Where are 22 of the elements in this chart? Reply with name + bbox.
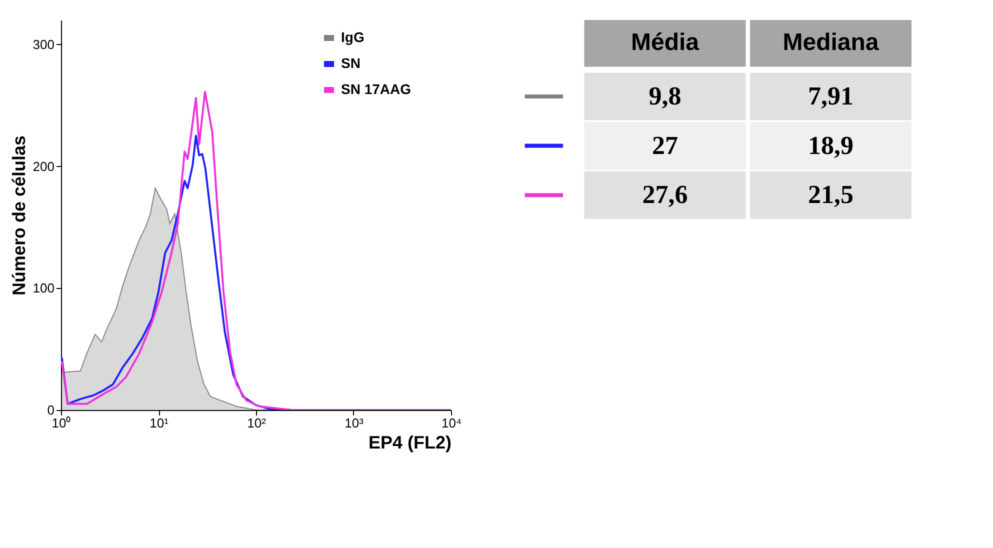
- text: 7,91: [808, 82, 854, 110]
- text: 9,8: [648, 82, 682, 110]
- category-label: Mediana: [782, 28, 880, 56]
- x-tick-label: 10³: [344, 416, 364, 430]
- x-tick-label: 10⁰: [52, 416, 72, 430]
- text: 27: [652, 130, 678, 160]
- y-axis-title: Número de células: [8, 135, 29, 296]
- x-axis-title: EP4 (FL2): [368, 432, 452, 452]
- y-tick-label: 100: [32, 280, 54, 296]
- y-tick-label: 300: [32, 36, 54, 52]
- legend-label: IgG: [341, 29, 364, 45]
- text: 18,9: [808, 130, 854, 160]
- category-label: Média: [630, 28, 700, 56]
- x-tick-label: 10⁴: [441, 416, 462, 430]
- x-tick-label: 10¹: [150, 416, 170, 430]
- text: 21,5: [808, 180, 854, 210]
- y-tick-label: 200: [32, 158, 54, 174]
- legend-label: SN 17AAG: [341, 81, 412, 97]
- x-tick-label: 10²: [247, 416, 267, 430]
- legend-label: SN: [341, 55, 360, 71]
- text: 27,6: [642, 180, 688, 210]
- y-tick-label: 0: [47, 402, 54, 418]
